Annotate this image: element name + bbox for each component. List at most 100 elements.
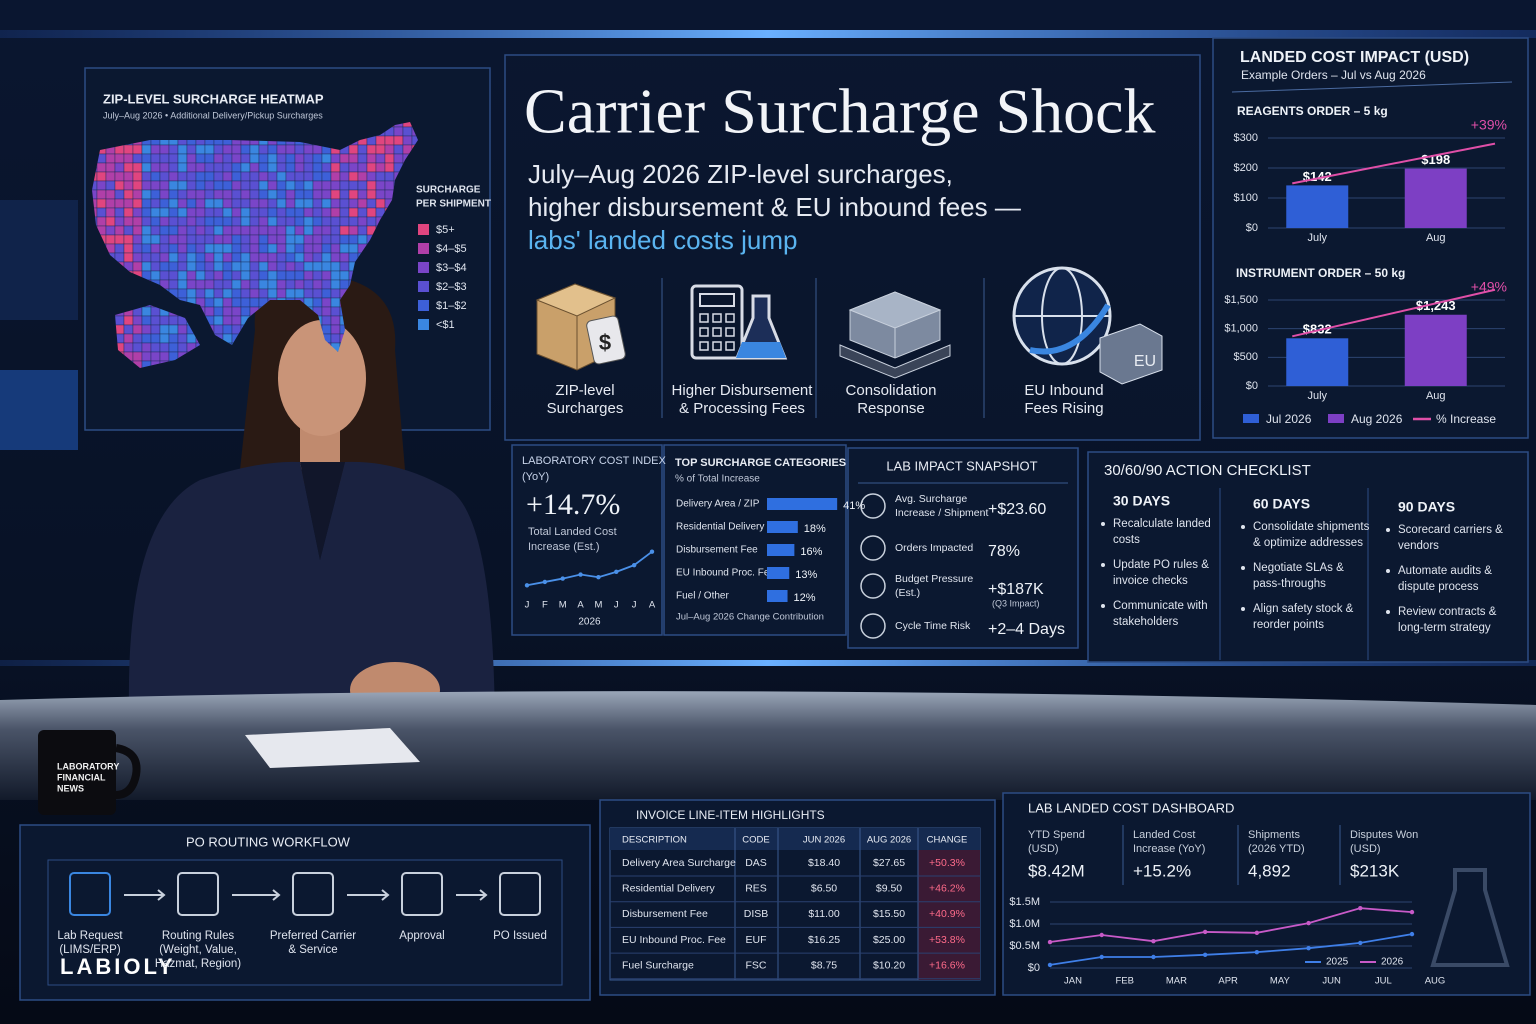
map-cell — [186, 189, 197, 200]
table-header-cell: CODE — [742, 835, 769, 846]
panel-subtitle: July–Aug 2026 • Additional Delivery/Pick… — [103, 110, 323, 120]
headline-subtitle: labs' landed costs jump — [528, 225, 797, 255]
value-label: 13% — [795, 569, 817, 581]
map-cell — [213, 207, 224, 218]
map-cell — [168, 171, 179, 182]
map-cell — [213, 315, 224, 326]
map-cell — [150, 234, 161, 245]
map-cell — [213, 198, 224, 209]
map-cell — [231, 279, 242, 290]
table-cell: $25.00 — [873, 934, 905, 946]
map-cell — [114, 189, 125, 200]
bullet — [1101, 563, 1105, 567]
map-cell — [267, 180, 278, 191]
map-cell — [141, 243, 152, 254]
map-cell — [384, 171, 395, 182]
table-cell: RES — [745, 882, 767, 894]
table-cell: $18.40 — [808, 857, 840, 869]
map-cell — [285, 261, 296, 272]
map-cell — [339, 207, 350, 218]
map-cell — [231, 261, 242, 272]
map-cell — [267, 288, 278, 299]
x-tick-label: JAN — [1064, 976, 1082, 987]
map-cell — [321, 243, 332, 254]
category-label: Delivery Area / ZIP — [676, 499, 760, 510]
map-cell — [114, 234, 125, 245]
map-cell — [159, 243, 170, 254]
map-cell — [285, 180, 296, 191]
checklist-item: Automate audits & — [1398, 565, 1492, 577]
map-cell — [312, 261, 323, 272]
map-cell — [366, 153, 377, 164]
map-cell — [339, 270, 350, 281]
kpi-value: +15.2% — [1133, 861, 1191, 880]
map-cell — [105, 180, 116, 191]
map-cell — [168, 198, 179, 209]
map-cell — [375, 171, 386, 182]
map-cell — [339, 198, 350, 209]
workflow-frame — [47, 859, 563, 986]
kpi-value: $8.42M — [1028, 861, 1085, 880]
table-cell: $6.50 — [811, 882, 837, 894]
map-cell — [249, 198, 260, 209]
workflow-label: Lab Request — [57, 930, 123, 942]
line-point — [1151, 938, 1156, 944]
map-cell — [312, 270, 323, 281]
map-cell — [159, 198, 170, 209]
map-cell — [330, 180, 341, 191]
map-cell — [303, 288, 314, 299]
map-cell — [222, 306, 233, 317]
bar — [1404, 168, 1467, 228]
map-cell — [150, 324, 161, 335]
table-cell: DAS — [745, 857, 767, 869]
map-cell — [204, 162, 215, 173]
workflow-icon — [177, 872, 219, 916]
x-tick-label: A — [577, 600, 584, 611]
table-cell: Residential Delivery — [622, 882, 716, 894]
map-cell — [294, 243, 305, 254]
headline-panel — [504, 54, 1201, 441]
map-cell — [159, 324, 170, 335]
map-cell — [249, 162, 260, 173]
map-cell — [258, 198, 269, 209]
map-cell — [177, 189, 188, 200]
map-cell — [204, 288, 215, 299]
snapshot-icon — [860, 573, 886, 599]
icon-label: Fees Rising — [1024, 400, 1103, 417]
map-cell — [240, 288, 251, 299]
line-point — [578, 572, 583, 577]
map-cell — [357, 144, 368, 155]
map-cell — [150, 144, 161, 155]
map-cell — [285, 171, 296, 182]
map-cell — [330, 297, 341, 308]
map-cell — [312, 252, 323, 263]
y-tick-label: $1.0M — [1009, 918, 1040, 930]
map-cell — [294, 144, 305, 155]
map-cell — [276, 180, 287, 191]
map-cell — [195, 153, 206, 164]
map-cell — [294, 279, 305, 290]
legend-label: <$1 — [436, 319, 455, 331]
headline-subtitle: higher disbursement & EU inbound fees — — [528, 192, 1021, 222]
increase-line — [1292, 142, 1496, 185]
divider — [1231, 81, 1513, 93]
map-cell — [321, 270, 332, 281]
map-cell — [312, 279, 323, 290]
map-cell — [123, 315, 134, 326]
map-cell — [222, 252, 233, 263]
x-tick-label: Aug — [1426, 232, 1446, 244]
table-cell: FSC — [746, 960, 767, 972]
map-cell — [285, 234, 296, 245]
map-cell — [267, 144, 278, 155]
map-cell — [195, 189, 206, 200]
map-cell — [312, 198, 323, 209]
map-cell — [159, 261, 170, 272]
map-cell — [150, 270, 161, 281]
map-cell — [141, 207, 152, 218]
map-cell — [267, 252, 278, 263]
map-cell — [96, 198, 107, 209]
map-cell — [249, 252, 260, 263]
map-cell — [330, 261, 341, 272]
map-cell — [348, 144, 359, 155]
y-tick-label: $0 — [1028, 962, 1040, 974]
